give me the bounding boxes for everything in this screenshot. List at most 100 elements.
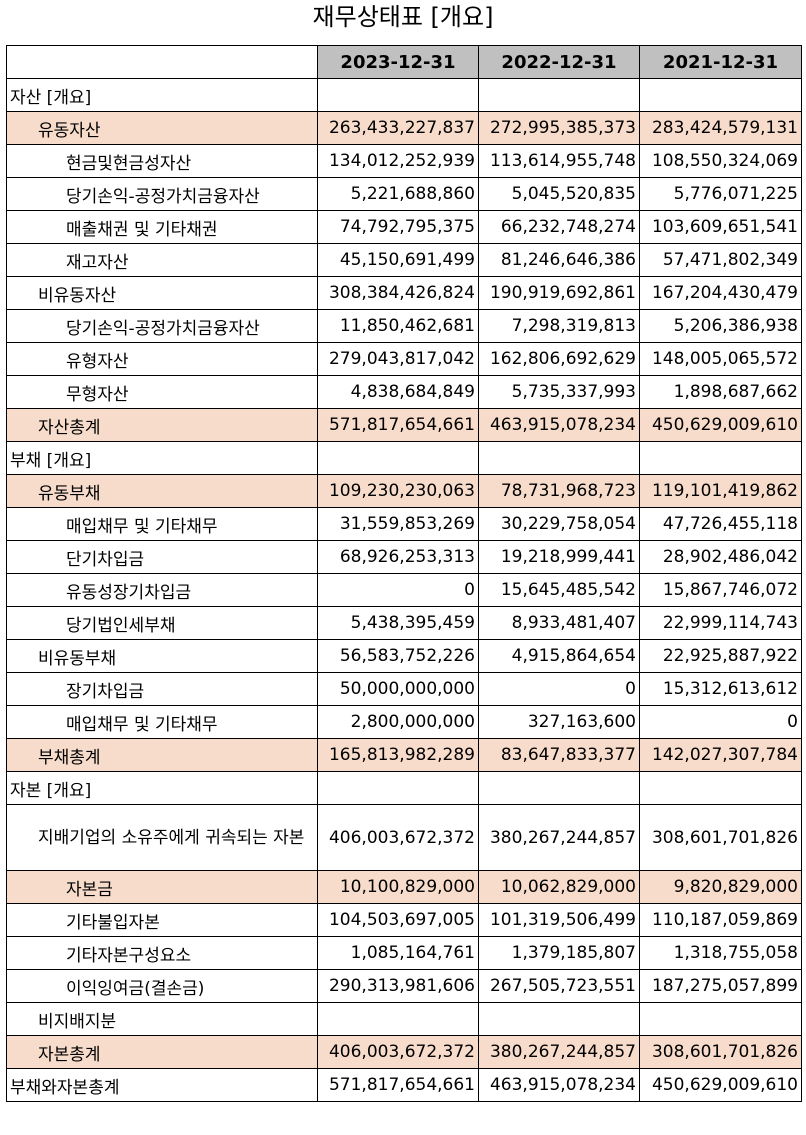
table-row: 비유동자산 308,384,426,824 190,919,692,861 167,2… — [6, 276, 802, 310]
table-row: 유동성장기차입금 0 15,645,485,542 15,867,746,072 — [6, 573, 802, 607]
table-row: 당기법인세부채 5,438,395,459 8,933,481,407 22,999,… — [6, 606, 802, 640]
table-row: 매출채권 및 기타채권 74,792,795,375 66,232,748,274 1… — [6, 210, 802, 244]
value-cell: 66,232,748,274 — [478, 210, 640, 244]
value-cell: 2,800,000,000 — [317, 705, 479, 739]
column-header: 2023-12-31 — [317, 45, 479, 79]
table-row: 무형자산 4,838,684,849 5,735,337,993 1,898,687,… — [6, 375, 802, 409]
value-cell: 0 — [317, 573, 479, 607]
value-cell: 119,101,419,862 — [639, 474, 802, 508]
value-cell: 28,902,486,042 — [639, 540, 802, 574]
row-label: 당기법인세부채 — [6, 606, 318, 640]
table-row: 매입채무 및 기타채무 2,800,000,000 327,163,600 0 — [6, 705, 802, 739]
row-label: 현금및현금성자산 — [6, 144, 318, 178]
value-cell: 0 — [639, 705, 802, 739]
table-row: 현금및현금성자산 134,012,252,939 113,614,955,748 10… — [6, 144, 802, 178]
table-row: 부채총계 165,813,982,289 83,647,833,377 142,027… — [6, 738, 802, 772]
table-row: 지배기업의 소유주에게 귀속되는 자본 406,003,672,372 380,26… — [6, 804, 802, 871]
value-cell: 463,915,078,234 — [478, 1068, 640, 1102]
value-cell: 380,267,244,857 — [478, 804, 640, 871]
table-row: 자산총계 571,817,654,661 463,915,078,234 450,62… — [6, 408, 802, 442]
row-label: 지배기업의 소유주에게 귀속되는 자본 — [6, 804, 318, 871]
value-cell — [478, 78, 640, 112]
value-cell: 308,601,701,826 — [639, 804, 802, 871]
table-row: 비유동부채 56,583,752,226 4,915,864,654 22,925,8… — [6, 639, 802, 673]
value-cell: 450,629,009,610 — [639, 1068, 802, 1102]
value-cell: 450,629,009,610 — [639, 408, 802, 442]
value-cell — [639, 1002, 802, 1036]
balance-sheet-table: 2023-12-31 2022-12-31 2021-12-31 자산 [개요]… — [6, 45, 802, 1102]
row-label: 자본 [개요] — [6, 771, 318, 805]
value-cell: 109,230,230,063 — [317, 474, 479, 508]
value-cell: 406,003,672,372 — [317, 804, 479, 871]
value-cell: 22,925,887,922 — [639, 639, 802, 673]
value-cell: 308,384,426,824 — [317, 276, 479, 310]
table-row: 유동부채 109,230,230,063 78,731,968,723 119,101… — [6, 474, 802, 508]
table-row: 자본금 10,100,829,000 10,062,829,000 9,820,829… — [6, 870, 802, 904]
value-cell: 148,005,065,572 — [639, 342, 802, 376]
header-corner-cell — [6, 45, 318, 79]
row-label: 유형자산 — [6, 342, 318, 376]
row-label: 기타자본구성요소 — [6, 936, 318, 970]
value-cell: 5,776,071,225 — [639, 177, 802, 211]
row-label: 비유동부채 — [6, 639, 318, 673]
value-cell: 267,505,723,551 — [478, 969, 640, 1003]
value-cell: 15,645,485,542 — [478, 573, 640, 607]
page-title: 재무상태표 [개요] — [312, 3, 494, 31]
row-label: 비지배지분 — [6, 1002, 318, 1036]
value-cell: 68,926,253,313 — [317, 540, 479, 574]
table-row: 자본총계 406,003,672,372 380,267,244,857 308,60… — [6, 1035, 802, 1069]
value-cell: 4,915,864,654 — [478, 639, 640, 673]
value-cell: 15,867,746,072 — [639, 573, 802, 607]
row-label: 자본금 — [6, 870, 318, 904]
value-cell: 279,043,817,042 — [317, 342, 479, 376]
table-row: 부채와자본총계 571,817,654,661 463,915,078,234 450… — [6, 1068, 802, 1102]
row-label: 당기손익-공정가치금융자산 — [6, 177, 318, 211]
value-cell: 571,817,654,661 — [317, 408, 479, 442]
value-cell: 5,206,386,938 — [639, 309, 802, 343]
table-row: 유형자산 279,043,817,042 162,806,692,629 148,00… — [6, 342, 802, 376]
value-cell: 380,267,244,857 — [478, 1035, 640, 1069]
value-cell: 56,583,752,226 — [317, 639, 479, 673]
value-cell — [478, 441, 640, 475]
value-cell: 5,438,395,459 — [317, 606, 479, 640]
row-label: 이익잉여금(결손금) — [6, 969, 318, 1003]
value-cell: 463,915,078,234 — [478, 408, 640, 442]
row-label: 자산총계 — [6, 408, 318, 442]
value-cell: 11,850,462,681 — [317, 309, 479, 343]
value-cell: 8,933,481,407 — [478, 606, 640, 640]
value-cell: 7,298,319,813 — [478, 309, 640, 343]
value-cell: 263,433,227,837 — [317, 111, 479, 145]
value-cell — [317, 771, 479, 805]
value-cell: 78,731,968,723 — [478, 474, 640, 508]
value-cell: 5,735,337,993 — [478, 375, 640, 409]
row-label: 비유동자산 — [6, 276, 318, 310]
table-row: 부채 [개요] — [6, 441, 802, 475]
value-cell: 47,726,455,118 — [639, 507, 802, 541]
value-cell: 1,318,755,058 — [639, 936, 802, 970]
value-cell: 308,601,701,826 — [639, 1035, 802, 1069]
value-cell: 0 — [478, 672, 640, 706]
table-row: 자산 [개요] — [6, 78, 802, 112]
value-cell: 406,003,672,372 — [317, 1035, 479, 1069]
column-header: 2022-12-31 — [478, 45, 640, 79]
table-row: 단기차입금 68,926,253,313 19,218,999,441 28,902,… — [6, 540, 802, 574]
value-cell: 113,614,955,748 — [478, 144, 640, 178]
value-cell — [317, 441, 479, 475]
row-label: 유동성장기차입금 — [6, 573, 318, 607]
column-header: 2021-12-31 — [639, 45, 802, 79]
value-cell: 142,027,307,784 — [639, 738, 802, 772]
value-cell: 74,792,795,375 — [317, 210, 479, 244]
value-cell — [317, 1002, 479, 1036]
value-cell: 10,100,829,000 — [317, 870, 479, 904]
value-cell: 134,012,252,939 — [317, 144, 479, 178]
value-cell: 103,609,651,541 — [639, 210, 802, 244]
value-cell: 81,246,646,386 — [478, 243, 640, 277]
value-cell: 571,817,654,661 — [317, 1068, 479, 1102]
table-row: 당기손익-공정가치금융자산 5,221,688,860 5,045,520,835 5… — [6, 177, 802, 211]
table-row: 기타자본구성요소 1,085,164,761 1,379,185,807 1,318,… — [6, 936, 802, 970]
value-cell — [639, 78, 802, 112]
row-label: 무형자산 — [6, 375, 318, 409]
value-cell — [317, 78, 479, 112]
row-label: 당기손익-공정가치금융자산 — [6, 309, 318, 343]
value-cell: 104,503,697,005 — [317, 903, 479, 937]
